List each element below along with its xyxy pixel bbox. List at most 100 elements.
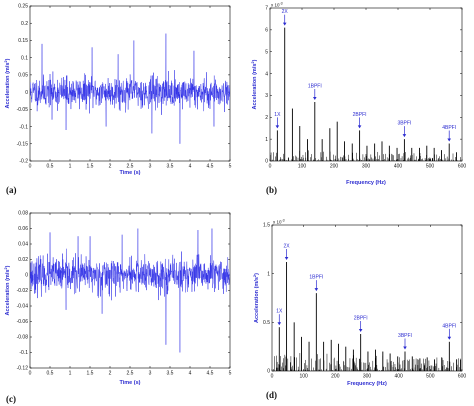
y-axis-label: Acceleration (m/s2): [3, 58, 12, 108]
x-tick-label: 4.5: [207, 164, 214, 170]
annotation-arrow-head: [358, 329, 363, 333]
exponent-power: -3: [282, 219, 285, 223]
y-tick-label: -0.02: [17, 288, 29, 294]
y-tick-label: 1.5: [263, 223, 270, 229]
x-tick-label: 0.5: [47, 371, 54, 377]
y-axis-label-sup: 2: [252, 274, 257, 277]
x-tick-label: 3.5: [167, 371, 174, 377]
y-tick-label: -0.2: [19, 159, 28, 165]
x-tick-label: 2.5: [127, 164, 134, 170]
panel-d: 0 100 200 300 400 500 600 0 0.5 1 1.5 Frequency (Hz…: [252, 219, 467, 401]
annotation-arrow-head: [357, 125, 362, 129]
exponent-base: x 10: [271, 3, 280, 8]
panel-a: 0 0.5 1 1.5 2 2.5 3 3.5 4 4.5 5 -0.2 -0.15 -0.1 -0.05 0…: [3, 4, 232, 195]
y-tick-label: 0.25: [18, 4, 28, 10]
peak-annotation: 3BPFI: [397, 121, 411, 127]
y-tick-label: 0.06: [18, 226, 28, 232]
y-axis-label-close: ): [254, 273, 260, 275]
y-tick-label: -0.04: [17, 304, 29, 310]
x-axis-label: Time (s): [120, 170, 141, 176]
peak-annotation: 1BPFI: [308, 83, 322, 89]
y-tick-label: 0.5: [263, 320, 270, 326]
y-tick-label: 0.04: [18, 242, 28, 248]
y-axis-label: Acceleration (m/s2): [250, 59, 259, 109]
y-axis-label-text: Acceleration (m/s: [254, 277, 260, 323]
y-axis-label-text: Acceleration (m/s: [5, 63, 11, 109]
plot-frame: [271, 224, 463, 372]
annotation-arrow-head: [402, 134, 407, 138]
x-tick-label: 2.5: [127, 371, 134, 377]
y-tick-label: -0.12: [17, 366, 29, 372]
y-tick-label: 0.05: [18, 73, 28, 79]
y-tick-label: 0.02: [18, 257, 28, 263]
x-tick-label: 1.5: [87, 164, 94, 170]
y-tick-label: 1: [265, 137, 268, 143]
y-tick-label: 0.1: [21, 55, 28, 61]
x-tick-label: 4.5: [207, 371, 214, 377]
x-tick-label: 500: [426, 164, 435, 170]
x-tick-label: 1: [69, 164, 72, 170]
peak-annotation: 1X: [274, 112, 281, 118]
x-tick-label: 200: [331, 374, 340, 380]
y-axis-label-sup: 2: [3, 267, 8, 270]
y-axis-label-close: ): [5, 265, 11, 267]
x-axis-label: Time (s): [120, 380, 141, 386]
x-tick-label: 0.5: [47, 164, 54, 170]
y-axis-label: Acceleration (m/s2): [252, 273, 261, 323]
plot-area: [30, 228, 230, 353]
y-tick-label: 0: [25, 273, 28, 279]
y-tick-label: -0.1: [19, 350, 28, 356]
y-axis-label-close: ): [5, 58, 11, 60]
annotation-arrow-head: [313, 96, 317, 100]
x-tick-label: 0: [271, 374, 274, 380]
peak-annotation: 4BPFI: [442, 323, 456, 329]
y-tick-label: 0: [25, 90, 28, 96]
y-exponent-label: x 10-3: [271, 2, 283, 8]
x-axis-label: Frequency (Hz): [347, 381, 387, 387]
peak-annotation: 2BPFI: [353, 112, 367, 118]
annotation-arrow-head: [447, 138, 451, 142]
annotation-arrow-head: [275, 125, 280, 129]
y-tick-label: 3: [265, 93, 268, 99]
x-tick-label: 3.5: [167, 164, 174, 170]
x-tick-label: 1: [69, 371, 72, 377]
x-tick-label: 0: [29, 164, 32, 170]
peak-annotation: 2BPFI: [354, 316, 368, 322]
x-tick-label: 4: [189, 164, 192, 170]
annotation-arrow-head: [282, 22, 287, 26]
y-tick-label: -0.15: [17, 141, 29, 147]
y-tick-label: 6: [265, 28, 268, 34]
x-tick-label: 300: [363, 374, 372, 380]
peak-annotation: 1BPFI: [309, 275, 323, 281]
plot-area: [30, 33, 230, 144]
x-tick-label: 1.5: [87, 371, 94, 377]
plot-area: [270, 27, 462, 161]
panel-label: (c): [6, 394, 16, 404]
spectrum-noise: [270, 150, 462, 161]
panel-label: (a): [6, 185, 17, 195]
y-tick-label: 0.08: [18, 211, 28, 217]
y-tick-label: -0.1: [19, 124, 28, 130]
y-axis-label-text: Acceleration (m/s: [252, 64, 258, 110]
y-axis-label-text: Acceleration (m/s: [5, 270, 11, 316]
y-tick-label: 1: [267, 271, 270, 277]
x-tick-label: 3: [149, 164, 152, 170]
x-tick-label: 400: [394, 374, 403, 380]
peak-annotation: 3BPFI: [398, 333, 412, 339]
x-tick-label: 4: [189, 371, 192, 377]
y-tick-label: -0.08: [17, 335, 29, 341]
exponent-base: x 10: [273, 220, 282, 225]
peak-annotation: 1X: [276, 309, 283, 315]
annotation-arrow-head: [284, 256, 289, 260]
peak-annotation: 4BPFI: [442, 125, 456, 131]
plot-frame: [269, 7, 463, 162]
y-tick-label: 2: [265, 115, 268, 121]
exponent-power: -3: [280, 2, 283, 6]
x-tick-label: 600: [458, 374, 467, 380]
y-tick-label: 0.2: [21, 21, 28, 27]
y-axis-label-close: ): [252, 59, 258, 61]
y-tick-label: 5: [265, 49, 268, 55]
y-axis-label: Acceleration (m/s2): [3, 265, 12, 315]
annotation-arrow-head: [447, 336, 452, 340]
panel-c: 0 0.5 1 1.5 2 2.5 3 3.5 4 4.5 5 -0.12 -0.1 -0.08 -0.06…: [3, 211, 232, 404]
